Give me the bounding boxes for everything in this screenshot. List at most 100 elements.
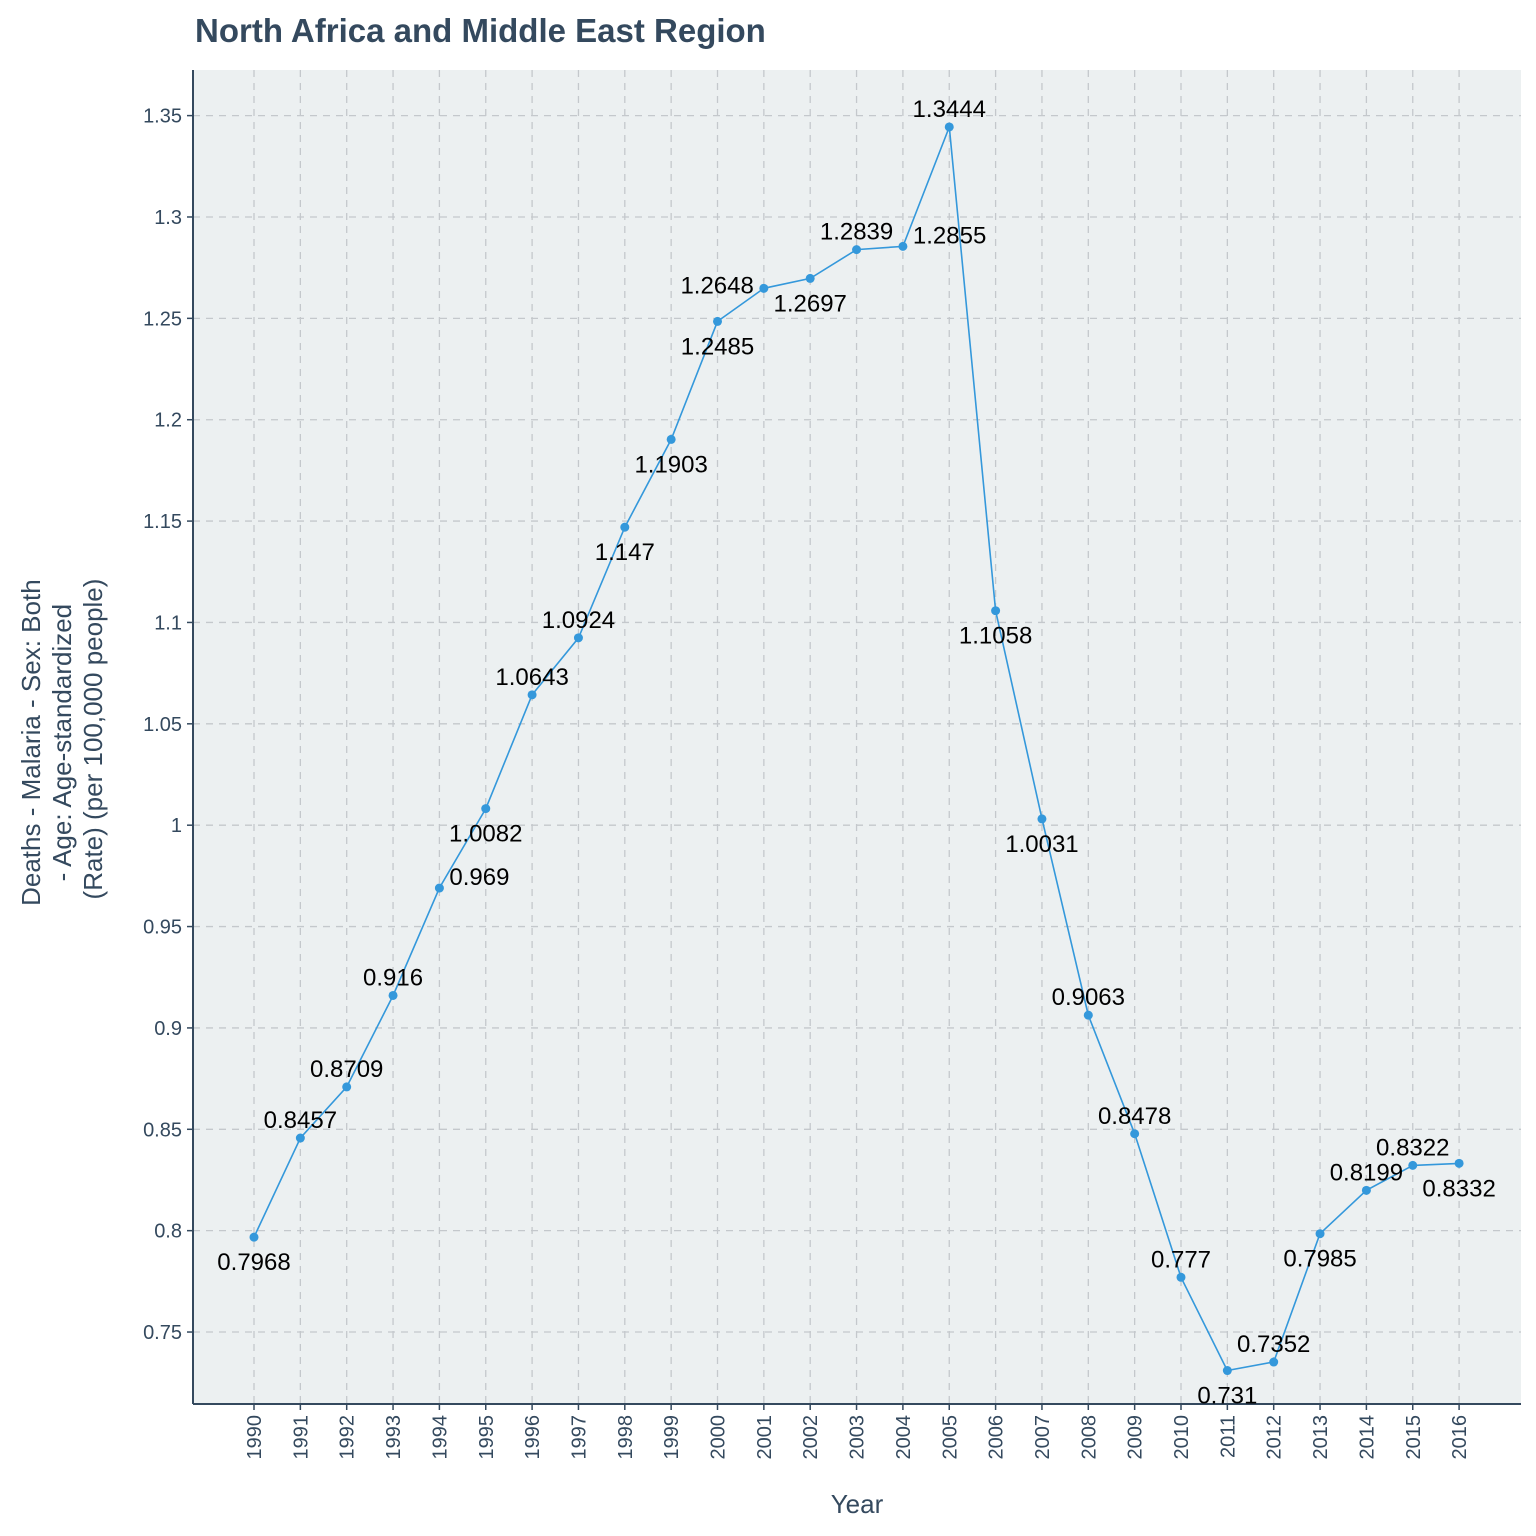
x-tick-label: 1991: [290, 1415, 312, 1460]
data-point: [573, 633, 583, 643]
data-point: [759, 283, 769, 293]
data-label: 0.8199: [1330, 1159, 1403, 1186]
data-point: [898, 241, 908, 251]
x-tick-label: 2006: [986, 1415, 1008, 1460]
grid-lines: [193, 70, 1521, 1404]
chart-title: North Africa and Middle East Region: [195, 12, 766, 49]
x-tick-label: 1998: [615, 1415, 637, 1460]
x-tick-label: 2001: [754, 1415, 776, 1460]
x-tick-label: 2016: [1449, 1415, 1471, 1460]
data-point: [249, 1232, 259, 1242]
data-label: 1.2648: [680, 272, 753, 299]
x-tick-label: 1992: [337, 1415, 359, 1460]
data-points: [249, 122, 1464, 1376]
y-axis-title: Deaths - Malaria - Sex: Both - Age: Age-…: [16, 572, 108, 906]
y-tick-label: 0.85: [143, 1119, 182, 1141]
data-label: 0.8709: [310, 1056, 383, 1083]
x-tick-label: 2002: [800, 1415, 822, 1460]
y-tick-label: 0.9: [154, 1018, 182, 1040]
y-axis-title-line-3: (Rate) (per 100,000 people): [78, 579, 108, 900]
data-labels: 0.7968 0.8457 0.8709 0.916 0.969 1.0082 1.0643…: [217, 96, 1496, 1410]
y-tick-label: 1.35: [143, 106, 182, 128]
data-label: 1.0643: [495, 664, 568, 691]
x-tick-label: 1993: [383, 1415, 405, 1460]
data-label: 1.0031: [1005, 831, 1078, 858]
x-axis-title: Year: [831, 1489, 884, 1519]
x-tick-label: 2015: [1403, 1415, 1425, 1460]
data-label: 1.2485: [681, 333, 754, 360]
y-tick-label: 1.3: [154, 207, 182, 229]
y-tick-label: 1: [171, 815, 182, 837]
data-point: [1361, 1185, 1371, 1195]
x-tick-label: 2007: [1032, 1415, 1054, 1460]
x-tick-label: 2012: [1264, 1415, 1286, 1460]
data-point: [1454, 1158, 1464, 1168]
x-tick-label: 2000: [708, 1415, 730, 1460]
data-label: 0.8332: [1422, 1175, 1495, 1202]
x-tick-label: 2013: [1310, 1415, 1332, 1460]
data-point: [852, 245, 862, 255]
data-label: 1.0082: [449, 821, 522, 848]
data-label: 1.1058: [959, 623, 1032, 650]
data-label: 0.731: [1197, 1383, 1257, 1410]
x-tick-label: 1999: [661, 1415, 683, 1460]
data-point: [713, 316, 722, 326]
data-point: [1315, 1229, 1325, 1239]
y-tick-label: 1.25: [143, 308, 182, 330]
data-point: [666, 434, 676, 444]
data-point: [1037, 814, 1047, 824]
x-tick-label: 1995: [476, 1415, 498, 1460]
data-point: [620, 522, 630, 532]
x-tick-label: 2011: [1217, 1415, 1239, 1458]
data-point: [342, 1082, 352, 1092]
x-tick-label: 1997: [568, 1415, 590, 1460]
x-ticks: 1990 1991 1992 1993 1994 1995 1996 1997 1998 1999…: [244, 1404, 1471, 1460]
data-point: [481, 804, 491, 814]
data-point: [295, 1133, 305, 1143]
y-tick-label: 1.2: [154, 410, 182, 432]
x-tick-label: 2005: [939, 1415, 961, 1460]
y-ticks: 0.75 0.8 0.85 0.9 0.95 1 1.05 1.1 1.15 1.2 1.25 1.3…: [143, 106, 193, 1344]
x-tick-label: 2014: [1356, 1415, 1378, 1460]
data-label: 1.1903: [634, 451, 707, 478]
data-point: [991, 606, 1001, 616]
x-tick-label: 2003: [847, 1415, 869, 1460]
data-point: [1176, 1272, 1186, 1282]
data-label: 1.2839: [820, 219, 893, 246]
data-label: 1.3444: [913, 96, 986, 123]
data-point: [944, 122, 954, 132]
y-tick-label: 0.8: [154, 1221, 182, 1243]
y-tick-label: 0.95: [143, 917, 182, 939]
data-point: [1408, 1160, 1418, 1170]
data-label: 0.7968: [217, 1249, 290, 1276]
data-point: [1130, 1129, 1140, 1139]
data-point: [1222, 1366, 1232, 1376]
y-tick-label: 1.1: [154, 612, 182, 634]
data-label: 0.777: [1151, 1246, 1211, 1273]
data-label: 0.8478: [1098, 1103, 1171, 1130]
x-tick-label: 2010: [1171, 1415, 1193, 1460]
y-axis-title-line-1: Deaths - Malaria - Sex: Both: [16, 579, 46, 906]
x-tick-label: 1990: [244, 1415, 266, 1460]
data-point: [1269, 1357, 1279, 1367]
data-label: 1.2855: [913, 222, 986, 249]
data-point: [1083, 1010, 1093, 1020]
data-label: 0.969: [449, 864, 509, 891]
x-tick-label: 2008: [1078, 1415, 1100, 1460]
data-label: 0.7985: [1283, 1246, 1356, 1273]
data-point: [805, 273, 815, 283]
data-label: 1.147: [595, 539, 655, 566]
x-tick-label: 2004: [893, 1415, 915, 1460]
data-label: 1.2697: [773, 290, 846, 317]
data-label: 0.916: [363, 964, 423, 991]
y-tick-label: 1.05: [143, 714, 182, 736]
data-point: [527, 690, 537, 700]
data-label: 1.0924: [542, 607, 615, 634]
data-point: [388, 990, 398, 1000]
data-label: 0.9063: [1052, 984, 1125, 1011]
data-label: 0.7352: [1237, 1331, 1310, 1358]
y-axis-title-line-2: - Age: Age-standardized: [47, 604, 77, 882]
data-label: 0.8322: [1376, 1134, 1449, 1161]
data-label: 0.8457: [264, 1107, 337, 1134]
